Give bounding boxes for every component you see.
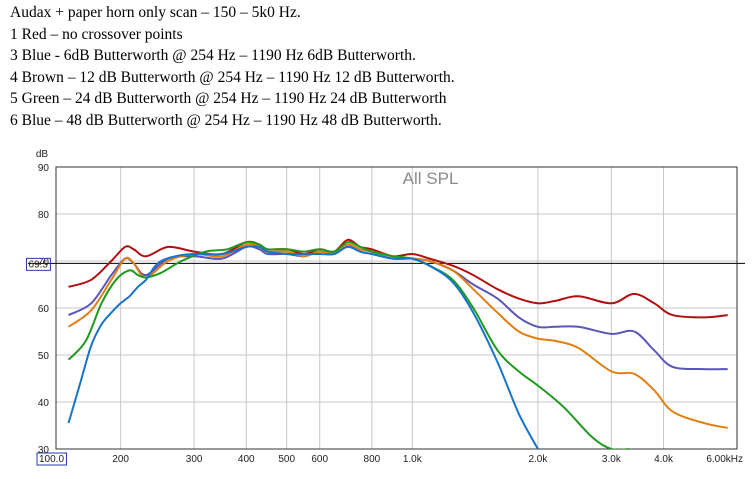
x-tick-label: 100.0 — [39, 454, 64, 465]
y-axis-unit: dB — [36, 149, 49, 160]
series-line-1 — [68, 238, 728, 319]
y-tick-label: 70 — [38, 257, 50, 268]
y-tick-label: 90 — [38, 163, 50, 174]
x-tick-label: 200 — [112, 454, 129, 465]
y-tick-label: 30 — [38, 445, 50, 456]
x-origin-box — [36, 452, 67, 466]
y-tick-label: 80 — [38, 210, 50, 221]
caption-line-blue-6db: 3 Blue - 6dB Butterworth @ 254 Hz – 1190… — [10, 47, 416, 65]
series-line-3 — [67, 243, 728, 429]
tick-layer: 100.0 200 300 400 500 600 800 1.0k 2.0k 3.0k 4.0k 6… — [26, 163, 743, 466]
x-tick-label: 800 — [364, 454, 381, 465]
caption-line-red: 1 Red – no crossover points — [10, 25, 183, 43]
reference-line-label-box — [26, 257, 51, 271]
caption: Audax + paper horn only scan – 150 – 5k0… — [10, 2, 750, 132]
reference-line-label: 69.5 — [29, 259, 49, 270]
chart-title: All SPL — [403, 169, 459, 188]
y-tick-label: 50 — [38, 351, 50, 362]
x-tick-label: 300 — [186, 454, 203, 465]
x-tick-label: 4.0k — [654, 454, 674, 465]
x-tick-label: 2.0k — [528, 454, 548, 465]
x-tick-label: 1.0k — [403, 454, 423, 465]
chart-grid — [56, 167, 737, 449]
y-tick-label: 40 — [38, 398, 50, 409]
x-tick-label: 600 — [311, 454, 328, 465]
x-tick-label: 6.00kHz — [706, 454, 743, 465]
plot-frame — [55, 166, 738, 450]
series-line-5 — [67, 245, 539, 449]
series-line-4 — [67, 241, 629, 449]
spl-chart: 100.0 200 300 400 500 600 800 1.0k 2.0k 3.0k 4.0k 6… — [26, 149, 745, 466]
x-tick-label: 3.0k — [602, 454, 622, 465]
caption-line-blue-48db: 6 Blue – 48 dB Butterworth @ 254 Hz – 11… — [10, 111, 442, 129]
x-tick-label: 500 — [278, 454, 295, 465]
series-layer — [67, 238, 728, 449]
caption-line-green-24db: 5 Green – 24 dB Butterworth @ 254 Hz – 1… — [10, 90, 447, 108]
caption-line-title: Audax + paper horn only scan – 150 – 5k0… — [10, 4, 301, 21]
caption-line-brown-12db: 4 Brown – 12 dB Butterworth @ 254 Hz – 1… — [10, 68, 455, 86]
y-tick-label: 60 — [38, 304, 50, 315]
x-tick-label: 400 — [238, 454, 255, 465]
